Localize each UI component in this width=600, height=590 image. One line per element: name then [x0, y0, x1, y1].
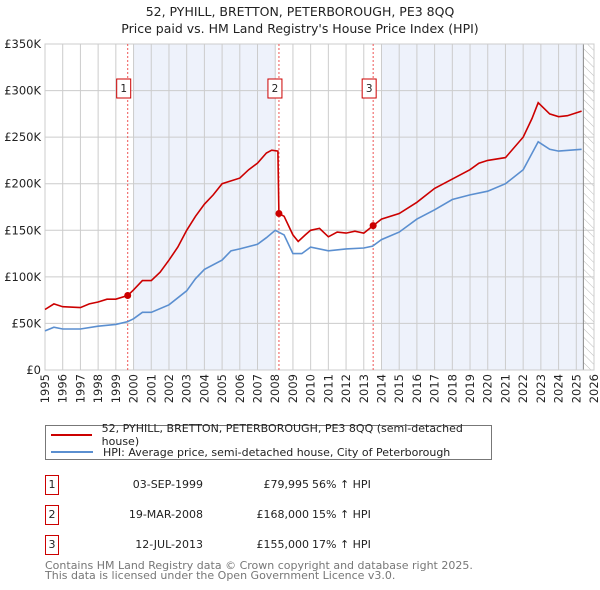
transaction-number: 1 — [45, 475, 59, 495]
legend-item-property: 52, PYHILL, BRETTON, PETERBOROUGH, PE3 8… — [46, 422, 491, 448]
shaded-period — [381, 44, 584, 370]
x-tick-label: 2018 — [445, 374, 459, 403]
x-tick-label: 2014 — [374, 374, 388, 403]
transaction-price: £79,995 — [263, 478, 310, 491]
plot-frame — [44, 43, 595, 371]
x-tick-label: 2016 — [410, 374, 424, 403]
footer-licence: This data is licensed under the Open Gov… — [45, 569, 396, 582]
y-tick-label: £50K — [12, 316, 42, 330]
x-tick-label: 2021 — [498, 374, 512, 403]
transaction-number: 3 — [45, 535, 59, 555]
x-tick-label: 2024 — [552, 374, 566, 403]
sale-label-box — [267, 78, 283, 99]
transaction-hpi: 17% ↑ HPI — [312, 538, 371, 551]
transaction-row: 2 19-MAR-2008 £168,000 15% ↑ HPI — [45, 505, 445, 527]
transaction-date: 03-SEP-1999 — [132, 478, 203, 491]
x-tick-label: 1995 — [38, 374, 52, 403]
y-tick-label: £100K — [4, 270, 41, 284]
x-tick-label: 2017 — [428, 374, 442, 403]
transaction-price: £168,000 — [256, 508, 310, 521]
x-tick-label: 2023 — [534, 374, 548, 403]
x-tick-label: 2026 — [587, 374, 600, 403]
legend-line-property — [51, 434, 92, 436]
y-tick-label: £350K — [4, 37, 41, 51]
x-tick-label: 2019 — [463, 374, 477, 403]
transaction-row: 3 12-JUL-2013 £155,000 17% ↑ HPI — [45, 535, 445, 557]
price-chart: 1995 1996 1997 1998 1999 2000 2001 2002 2003 2004… — [4, 37, 600, 403]
x-tick-label: 2022 — [516, 374, 530, 403]
sale-label: 2 — [272, 83, 279, 95]
x-tick-label: 2001 — [144, 374, 158, 403]
x-tick-label: 2008 — [268, 374, 282, 403]
x-tick-label: 1998 — [91, 374, 105, 403]
legend: 52, PYHILL, BRETTON, PETERBOROUGH, PE3 8… — [45, 422, 492, 460]
y-tick-label: £150K — [4, 223, 41, 237]
x-tick-label: 2020 — [481, 374, 495, 403]
sale-label-box — [116, 78, 132, 99]
transaction-hpi: 56% ↑ HPI — [312, 478, 371, 491]
legend-label-property: 52, PYHILL, BRETTON, PETERBOROUGH, PE3 8… — [101, 422, 463, 448]
legend-item-hpi: HPI: Average price, semi-detached house,… — [46, 444, 450, 460]
sale-label-box — [361, 78, 377, 99]
x-tick-label: 2010 — [304, 374, 318, 403]
x-tick-label: 2013 — [357, 374, 371, 403]
x-tick-label: 1997 — [73, 374, 87, 403]
x-tick-label: 2011 — [321, 374, 335, 403]
x-tick-label: 2025 — [569, 374, 583, 403]
sale-label: 1 — [120, 83, 127, 95]
legend-label-hpi: HPI: Average price, semi-detached house,… — [103, 445, 451, 459]
sale-point — [124, 291, 132, 299]
x-tick-label: 2004 — [197, 374, 211, 403]
x-tick-label: 1999 — [109, 374, 123, 403]
x-tick-label: 2005 — [215, 374, 229, 403]
y-tick-label: £200K — [4, 177, 41, 191]
sale-point — [275, 210, 283, 218]
x-tick-label: 2012 — [339, 374, 353, 403]
sale-point — [369, 222, 377, 230]
chart-title: 52, PYHILL, BRETTON, PETERBOROUGH, PE3 8… — [145, 4, 455, 19]
sale-label: 3 — [366, 83, 373, 95]
footer-copyright: Contains HM Land Registry data © Crown c… — [45, 559, 473, 572]
transaction-number: 2 — [45, 505, 59, 525]
forecast-hatch — [583, 44, 594, 370]
transaction-date: 12-JUL-2013 — [135, 538, 203, 551]
hpi-line — [44, 140, 582, 332]
transaction-hpi: 15% ↑ HPI — [312, 508, 371, 521]
legend-line-hpi — [51, 451, 93, 453]
y-tick-label: £300K — [4, 84, 41, 98]
x-tick-label: 1996 — [56, 374, 70, 403]
y-tick-label: £250K — [4, 130, 41, 144]
x-tick-label: 2009 — [286, 374, 300, 403]
x-tick-label: 2002 — [162, 374, 176, 403]
transaction-date: 19-MAR-2008 — [128, 508, 203, 521]
x-tick-label: 2015 — [392, 374, 406, 403]
x-tick-label: 2007 — [251, 374, 265, 403]
transaction-row: 1 03-SEP-1999 £79,995 56% ↑ HPI — [45, 475, 445, 497]
y-tick-label: £0 — [26, 363, 41, 377]
x-tick-label: 2003 — [180, 374, 194, 403]
x-tick-label: 2000 — [127, 374, 141, 403]
transaction-price: £155,000 — [256, 538, 310, 551]
x-tick-label: 2006 — [233, 374, 247, 403]
chart-subtitle: Price paid vs. HM Land Registry's House … — [121, 21, 479, 36]
